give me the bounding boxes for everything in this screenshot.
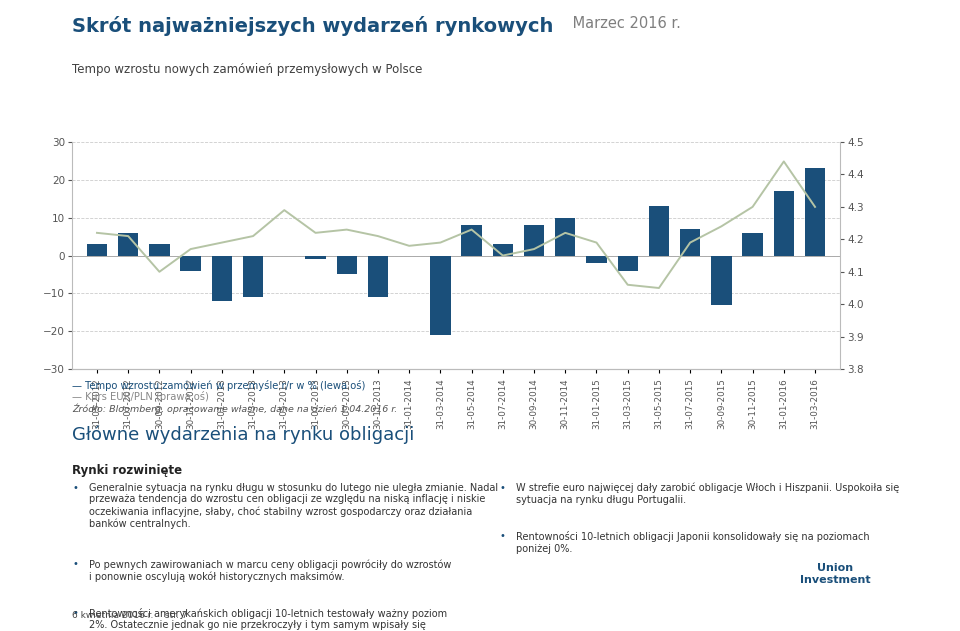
Bar <box>524 225 544 256</box>
Text: Rentowności amerykańskich obligacji 10-letnich testowały ważny poziom
2%. Ostate: Rentowności amerykańskich obligacji 10-l… <box>89 608 447 631</box>
Text: Rentowności 10-letnich obligacji Japonii konsolidowały się na poziomach
poniżej : Rentowności 10-letnich obligacji Japonii… <box>516 531 870 554</box>
Text: Główne wydarzenia na rynku obligacji: Główne wydarzenia na rynku obligacji <box>72 426 415 444</box>
Bar <box>368 256 388 297</box>
Bar <box>430 256 450 335</box>
Text: Rynki rozwinięte: Rynki rozwinięte <box>72 464 182 477</box>
Text: Po pewnych zawirowaniach w marcu ceny obligacji powróciły do wzrostów
i ponownie: Po pewnych zawirowaniach w marcu ceny ob… <box>89 559 451 582</box>
Bar <box>649 206 669 256</box>
Bar <box>804 168 826 256</box>
Text: Union
Investment: Union Investment <box>800 563 871 585</box>
Bar <box>587 256 607 263</box>
Bar <box>305 256 325 259</box>
Bar <box>86 244 108 256</box>
Bar <box>337 256 357 274</box>
Text: — Tempo wzrostu zamówień w przemyśle r/r w % (lewa oś): — Tempo wzrostu zamówień w przemyśle r/r… <box>72 380 366 391</box>
Text: Generalnie sytuacja na rynku długu w stosunku do lutego nie uległa zmianie. Nada: Generalnie sytuacja na rynku długu w sto… <box>89 483 498 529</box>
Bar <box>742 233 763 256</box>
Bar <box>492 244 513 256</box>
Bar <box>118 233 138 256</box>
Bar <box>462 225 482 256</box>
Bar <box>243 256 263 297</box>
Text: •: • <box>499 483 505 493</box>
Text: •: • <box>499 531 505 541</box>
Bar <box>680 229 700 256</box>
Text: Tempo wzrostu nowych zamówień przemysłowych w Polsce: Tempo wzrostu nowych zamówień przemysłow… <box>72 63 422 76</box>
Text: 6 kwietnia 2016 r.    str. 7: 6 kwietnia 2016 r. str. 7 <box>72 611 187 620</box>
Bar <box>180 256 201 271</box>
Bar <box>212 256 232 301</box>
Bar <box>149 244 170 256</box>
Text: Źródło: Bloomberg, opracowanie własne, dane na dzień 1.04.2016 r.: Źródło: Bloomberg, opracowanie własne, d… <box>72 404 397 415</box>
Bar <box>711 256 732 305</box>
Text: •: • <box>72 483 78 493</box>
Bar <box>617 256 637 271</box>
Text: •: • <box>72 559 78 569</box>
Bar <box>774 191 794 256</box>
Bar <box>555 218 575 256</box>
Text: Marzec 2016 r.: Marzec 2016 r. <box>568 16 682 31</box>
Text: •: • <box>72 608 78 618</box>
Text: Skrót najważniejszych wydarzeń rynkowych: Skrót najważniejszych wydarzeń rynkowych <box>72 16 553 36</box>
Text: W strefie euro najwięcej dały zarobić obligacje Włoch i Hiszpanii. Uspokoiła się: W strefie euro najwięcej dały zarobić ob… <box>516 483 900 505</box>
Text: — Kurs EUR/PLN (prawa oś): — Kurs EUR/PLN (prawa oś) <box>72 391 209 401</box>
